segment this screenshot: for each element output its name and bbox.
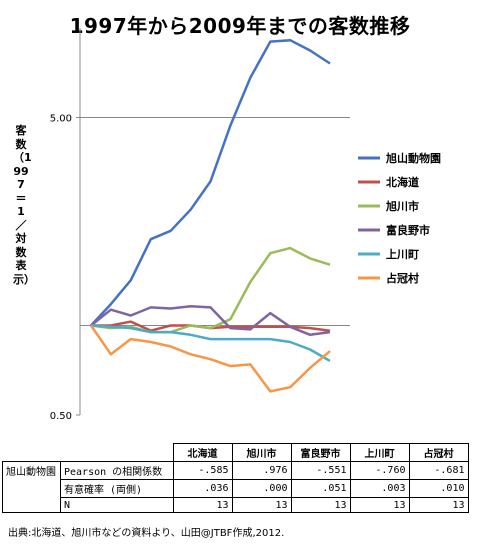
table-header-cell: 占冠村 [408, 443, 469, 462]
table-row: N 13 13 13 13 13 [3, 497, 469, 513]
series-line [90, 38, 331, 327]
table-header-cell: 旭川市 [231, 443, 292, 462]
table-header-row: 北海道 旭川市 富良野市 上川町 占冠村 [3, 443, 469, 462]
table-header-cell: 富良野市 [290, 443, 351, 462]
table-cell: 13 [290, 497, 351, 513]
table-header-cell: 北海道 [172, 443, 233, 462]
table-cell: -.585 [172, 461, 233, 480]
series-line [90, 246, 331, 334]
table-row: 旭山動物園 Pearson の相関係数 -.585 .976 -.551 -.7… [2, 461, 469, 513]
table-header-cell: 上川町 [349, 443, 410, 462]
table-cell: 13 [349, 497, 410, 513]
y-tick-label: 0.50 [50, 411, 72, 422]
table-corner [61, 444, 174, 462]
chart-title: 1997年から2009年までの客数推移 [69, 14, 411, 38]
y-tick-label: 5.00 [50, 114, 72, 125]
table-cell: 13 [408, 497, 469, 513]
table-cell: -.681 [408, 461, 469, 480]
legend-label: 占冠村 [386, 271, 419, 285]
table-cell: .010 [408, 479, 469, 498]
table-corner [3, 444, 61, 462]
correlation-table: 北海道 旭川市 富良野市 上川町 占冠村 旭山動物園 Pearson の相関係数… [2, 443, 469, 513]
row-group-label: 旭山動物園 [2, 461, 61, 513]
table-cell: -.760 [349, 461, 410, 480]
legend-label: 富良野市 [386, 223, 430, 237]
table-cell: 13 [172, 497, 233, 513]
legend-label: 上川町 [386, 247, 419, 261]
table-cell: -.551 [290, 461, 351, 480]
series-line [89, 324, 331, 393]
table-cell: .003 [349, 479, 410, 498]
legend-label: 旭川市 [385, 199, 419, 213]
source-note: 出典:北海道、旭川市などの資料より、山田@JTBF作成,2012. [8, 528, 285, 539]
legend-label: 旭山動物園 [385, 151, 441, 165]
table-row: 有意確率 (両側) .036 .000 .051 .003 .010 [3, 479, 469, 498]
table-cell: .051 [290, 479, 351, 498]
table-cell: .000 [231, 479, 292, 498]
row-label: Pearson の相関係数 [60, 461, 174, 480]
table-cell: .976 [231, 461, 292, 480]
series-line [90, 324, 331, 362]
row-label: N [60, 497, 174, 513]
legend-label: 北海道 [386, 175, 419, 189]
series-line [90, 305, 331, 337]
row-label: 有意確率 (両側) [60, 479, 174, 498]
table-cell: .036 [172, 479, 233, 498]
table-cell: 13 [231, 497, 292, 513]
